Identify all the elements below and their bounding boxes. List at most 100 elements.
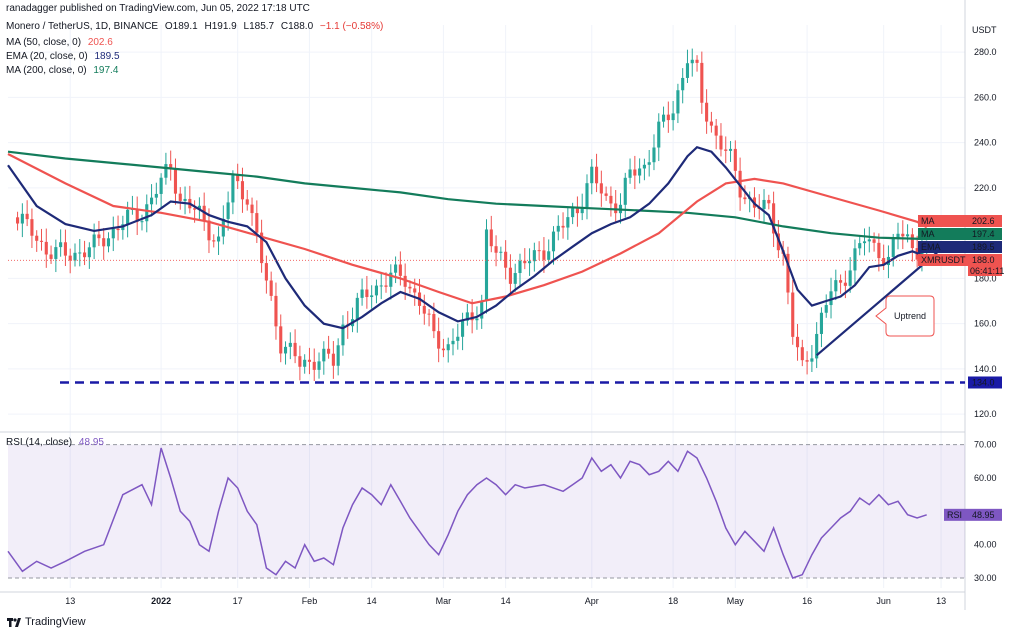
tag-xmrusdt-label: XMRUSDT — [921, 255, 966, 265]
candle-body — [513, 273, 517, 284]
candle-body — [853, 248, 857, 271]
candle-body — [379, 285, 383, 287]
time-tick-label: 14 — [367, 596, 377, 606]
candle-body — [178, 193, 182, 201]
candle-body — [35, 235, 39, 241]
candle-body — [700, 62, 704, 103]
moving-averages — [7, 145, 965, 330]
price-tick-label: 260.0 — [974, 92, 997, 102]
time-tick-label: 17 — [233, 596, 243, 606]
candle-body — [197, 205, 201, 210]
rsi-tick-label: 60.00 — [974, 473, 997, 483]
candle-body — [456, 336, 460, 341]
candle-body — [394, 264, 398, 273]
candle-body — [111, 228, 115, 239]
candle-body — [446, 344, 450, 351]
candle-body — [360, 289, 364, 298]
candle-body — [303, 359, 307, 367]
candle-body — [695, 59, 699, 63]
time-tick-label: 18 — [668, 596, 678, 606]
candle-body — [307, 359, 312, 362]
candle-body — [580, 206, 584, 214]
candle-body — [872, 239, 876, 243]
candle-body — [566, 217, 570, 228]
price-tags: MA 202.6 MA 197.4 EMA 189.5 XMRUSDT 188.006:41:… — [918, 215, 1004, 521]
candle-body — [652, 147, 656, 163]
candle-body — [279, 326, 283, 354]
candle-body — [590, 166, 594, 184]
candle-body — [236, 175, 240, 182]
candle-body — [551, 231, 556, 252]
tradingview-logo-icon — [7, 616, 21, 628]
candle-body — [221, 218, 225, 237]
candle-body — [480, 300, 484, 319]
rsi-line — [7, 447, 927, 579]
tag-ma50-value-bg — [968, 215, 1002, 227]
candle-body — [728, 148, 733, 151]
candle-body — [537, 250, 541, 252]
candle-body — [97, 234, 101, 239]
candle-body — [39, 240, 44, 242]
candle-body — [810, 358, 814, 362]
tag-rsi-value-bg — [968, 508, 1002, 521]
candle-body — [642, 164, 646, 169]
candle-body — [681, 77, 685, 91]
candle-body — [193, 208, 197, 210]
candle-body — [633, 169, 637, 176]
candle-body — [264, 263, 268, 281]
symbol-legend: Monero / TetherUS, 1D, BINANCE O189.1 H1… — [6, 21, 383, 32]
candle-body — [102, 238, 106, 247]
candle-body — [657, 121, 661, 148]
ema20-line — [7, 145, 928, 330]
candle-body — [327, 348, 331, 354]
candle-body — [824, 305, 828, 313]
candle-body — [49, 254, 53, 259]
legend-ma50-value: 202.6 — [87, 37, 113, 48]
candle-body — [231, 175, 235, 203]
legend-ma200[interactable]: MA (200, close, 0) 197.4 — [6, 65, 118, 76]
candle-body — [791, 292, 795, 337]
rsi-tick-label: 70.00 — [974, 440, 997, 450]
candle-body — [283, 346, 288, 354]
candle-body — [355, 297, 359, 320]
candle-body — [896, 233, 900, 239]
candle-body — [906, 234, 910, 237]
legend-ma50[interactable]: MA (50, close, 0) 202.6 — [6, 37, 113, 48]
candle-body — [815, 333, 819, 359]
candle-body — [374, 285, 379, 296]
tag-ema20-value: 189.5 — [972, 242, 995, 252]
candle-body — [207, 220, 211, 241]
candle-body — [92, 234, 96, 248]
candle-body — [159, 177, 163, 194]
price-tick-label: 140.0 — [974, 364, 997, 374]
time-tick-label: 16 — [802, 596, 812, 606]
legend-ema20[interactable]: EMA (20, close, 0) 189.5 — [6, 51, 120, 62]
candle-body — [370, 295, 374, 298]
legend-rsi[interactable]: RSI (14, close) 48.95 — [6, 437, 104, 448]
candle-body — [528, 261, 532, 264]
candle-body — [843, 282, 847, 286]
candle-body — [336, 345, 340, 366]
candle-body — [685, 63, 690, 78]
candle-body — [901, 233, 905, 237]
ma50-line — [7, 153, 928, 305]
candle-body — [317, 361, 321, 370]
candle-body — [714, 125, 718, 136]
tag-rsi-label: RSI — [947, 510, 962, 520]
candle-body — [106, 238, 111, 247]
candle-body — [800, 347, 804, 361]
annotation: Uptrend — [875, 295, 935, 337]
candle-body — [269, 280, 273, 296]
time-tick-label: 14 — [501, 596, 511, 606]
candle-body — [834, 280, 838, 292]
candle-body — [805, 360, 809, 362]
candle-body — [126, 209, 130, 225]
candle-body — [288, 342, 292, 347]
candle-body — [245, 199, 249, 205]
high-value: H191.9 — [204, 21, 237, 32]
tag-ema20-label-bg — [918, 241, 968, 253]
tradingview-logo[interactable]: TradingView — [7, 616, 86, 628]
candle-body — [666, 114, 670, 121]
tag-xmrusdt-value-bg — [968, 254, 1002, 276]
